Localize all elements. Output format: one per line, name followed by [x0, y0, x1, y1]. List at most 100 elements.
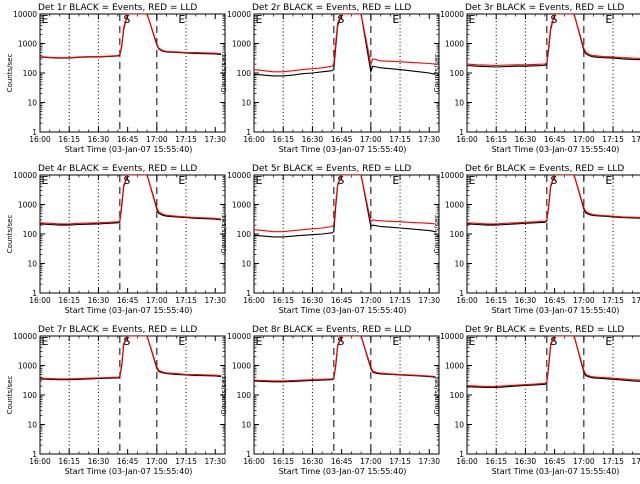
x-tick-label: 17:15 — [175, 457, 197, 466]
x-tick-label: 17:30 — [204, 135, 226, 144]
region-marker: E — [42, 174, 49, 187]
x-tick-label: 16:45 — [331, 457, 353, 466]
region-marker: E — [392, 13, 399, 26]
y-tick-label: 1000 — [232, 40, 251, 49]
plot-frame — [253, 174, 440, 294]
y-axis-label: Counts/sec — [220, 54, 228, 93]
x-tick-label: 16:00 — [456, 135, 478, 144]
x-tick-label: 16:45 — [117, 296, 139, 305]
plot-frame — [466, 335, 640, 455]
y-tick-label: 10000 — [440, 10, 464, 19]
x-tick-label: 16:30 — [302, 135, 324, 144]
x-axis-label: Start Time (03-Jan-07 15:55:40) — [279, 306, 407, 315]
x-tick-label: 16:45 — [544, 135, 566, 144]
y-tick-label: 10000 — [13, 10, 37, 19]
y-tick-label: 10 — [27, 260, 37, 269]
x-tick-label: 16:45 — [117, 135, 139, 144]
x-tick-label: 16:30 — [88, 457, 110, 466]
region-marker: E — [392, 174, 399, 187]
x-tick-label: 17:00 — [360, 457, 382, 466]
y-tick-label: 1000 — [445, 362, 464, 371]
region-marker: E — [178, 335, 185, 348]
x-tick-label: 16:15 — [272, 457, 294, 466]
y-tick-label: 10 — [241, 260, 251, 269]
panel-det-2: Det 2r BLACK = Events, RED = LLD 1 10 100 10… — [220, 3, 440, 154]
x-tick-label: 17:00 — [573, 296, 595, 305]
series-line-events — [40, 175, 222, 226]
x-tick-label: 16:30 — [515, 296, 537, 305]
y-tick-label: 10000 — [440, 332, 464, 341]
region-marker: E — [256, 174, 263, 187]
x-tick-label: 17:15 — [175, 296, 197, 305]
y-tick-label: 1000 — [445, 40, 464, 49]
series-line-events — [254, 175, 436, 238]
x-axis-label: Start Time (03-Jan-07 15:55:40) — [492, 145, 620, 154]
x-tick-label: 16:15 — [58, 296, 80, 305]
x-tick-label: 16:45 — [331, 135, 353, 144]
x-tick-label: 17:00 — [360, 296, 382, 305]
panel-det-5: Det 5r BLACK = Events, RED = LLD 1 10 100 10… — [220, 164, 440, 315]
x-axis-label: Start Time (03-Jan-07 15:55:40) — [65, 467, 193, 476]
x-tick-label: 16:30 — [515, 457, 537, 466]
y-axis-label: Counts/sec — [6, 376, 14, 415]
x-tick-label: 16:15 — [272, 135, 294, 144]
plot-frame — [39, 13, 226, 133]
y-tick-label: 1000 — [232, 201, 251, 210]
plot-frame — [466, 13, 640, 133]
y-axis-label: Counts/sec — [433, 215, 441, 254]
panel-det-6: Det 6r BLACK = Events, RED = LLD 1 10 100 10… — [433, 164, 640, 315]
panel-det-4: Det 4r BLACK = Events, RED = LLD 1 10 100 10… — [6, 164, 226, 315]
panel-det-8: Det 8r BLACK = Events, RED = LLD 1 10 100 10… — [220, 325, 440, 476]
x-tick-label: 16:15 — [58, 135, 80, 144]
y-tick-label: 100 — [450, 69, 465, 78]
y-tick-label: 10000 — [13, 332, 37, 341]
x-tick-label: 17:30 — [204, 457, 226, 466]
series-line-lld — [40, 175, 222, 225]
series-line-events — [467, 14, 640, 68]
x-tick-label: 16:15 — [485, 135, 507, 144]
region-marker: E — [392, 335, 399, 348]
x-tick-label: 17:00 — [573, 457, 595, 466]
x-tick-label: 16:45 — [331, 296, 353, 305]
y-axis-label: Counts/sec — [6, 54, 14, 93]
x-axis-label: Start Time (03-Jan-07 15:55:40) — [492, 467, 620, 476]
y-axis-label: Counts/sec — [220, 376, 228, 415]
panel-title: Det 6r BLACK = Events, RED = LLD — [465, 164, 624, 174]
x-tick-label: 16:00 — [243, 135, 265, 144]
x-axis-label: Start Time (03-Jan-07 15:55:40) — [279, 467, 407, 476]
x-tick-label: 16:00 — [29, 296, 51, 305]
x-tick-label: 17:15 — [175, 135, 197, 144]
region-marker: S — [550, 174, 557, 187]
plot-frame — [39, 335, 226, 455]
y-tick-label: 100 — [450, 230, 465, 239]
panel-title: Det 5r BLACK = Events, RED = LLD — [252, 164, 411, 174]
series-line-lld — [467, 14, 640, 67]
x-axis-label: Start Time (03-Jan-07 15:55:40) — [65, 306, 193, 315]
series-line-lld — [467, 175, 640, 225]
plot-frame — [253, 13, 440, 133]
region-marker: S — [550, 335, 557, 348]
x-tick-label: 17:30 — [418, 457, 440, 466]
y-tick-label: 1000 — [232, 362, 251, 371]
y-tick-label: 100 — [23, 391, 38, 400]
y-tick-label: 10 — [241, 421, 251, 430]
x-tick-label: 16:15 — [485, 296, 507, 305]
region-marker: E — [605, 174, 612, 187]
y-tick-label: 10 — [241, 99, 251, 108]
x-tick-label: 16:15 — [272, 296, 294, 305]
series-line-lld — [40, 14, 222, 59]
y-tick-label: 1000 — [18, 201, 37, 210]
region-marker: E — [605, 13, 612, 26]
x-tick-label: 16:00 — [243, 457, 265, 466]
y-axis-label: Counts/sec — [433, 376, 441, 415]
panel-det-7: Det 7r BLACK = Events, RED = LLD 1 10 100 10… — [6, 325, 226, 476]
x-tick-label: 16:00 — [456, 457, 478, 466]
x-tick-label: 17:00 — [146, 457, 168, 466]
region-marker: E — [469, 13, 476, 26]
x-tick-label: 16:30 — [302, 296, 324, 305]
x-tick-label: 17:30 — [631, 457, 640, 466]
x-tick-label: 17:15 — [389, 296, 411, 305]
series-line-lld — [467, 336, 640, 387]
y-tick-label: 10000 — [227, 171, 251, 180]
series-line-events — [467, 175, 640, 226]
